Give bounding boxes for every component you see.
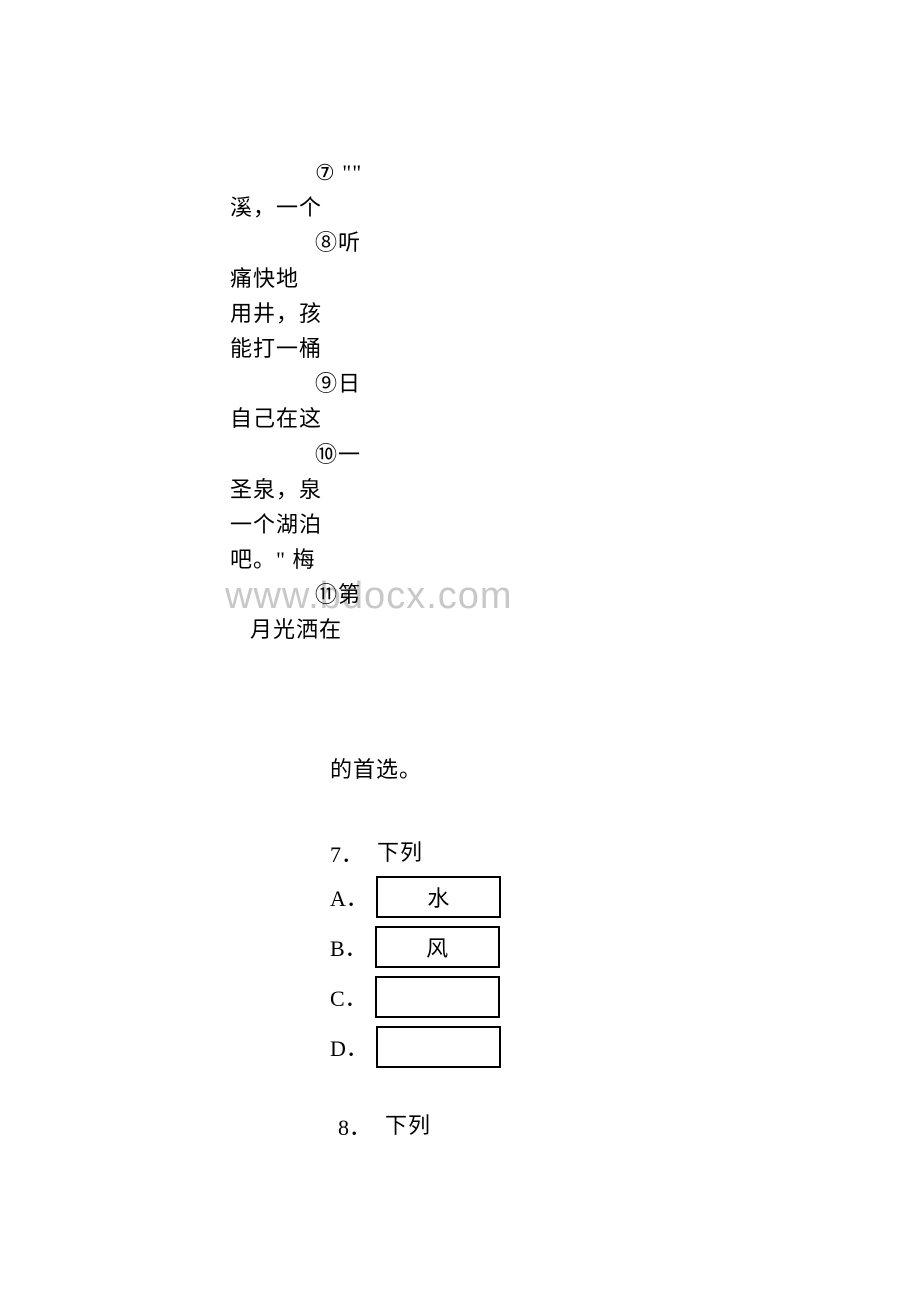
passage-line: 用井，孩 [230, 296, 520, 331]
question-stem: 下列 [377, 835, 423, 870]
option-box [376, 1026, 501, 1068]
passage-line: 月光洒在 [250, 612, 520, 647]
passage-line: ⑦ "" [315, 155, 520, 190]
passage-block: ⑦ "" 溪，一个 ⑧听 痛快地 用井，孩 能打一桶 ⑨日 自己在这 ⑩一 圣泉… [230, 155, 520, 648]
option-text: 水 [427, 881, 449, 913]
option-label: C． [330, 981, 367, 1013]
questions-block: 的首选。 7． 下列 A． 水 B． 风 C． D． [330, 752, 630, 1150]
passage-line: ⑨日 [315, 366, 520, 401]
passage-line: ⑪第 [315, 577, 520, 612]
option-text: 风 [426, 931, 448, 963]
question-number: 7． [330, 837, 365, 869]
option-d: D． [330, 1026, 630, 1068]
passage-line: 自己在这 [230, 401, 520, 436]
passage-line: 能打一桶 [230, 331, 520, 366]
option-box: 水 [376, 876, 501, 918]
passage-line: 溪，一个 [230, 190, 520, 225]
passage-line: ⑩一 [315, 437, 520, 472]
question-number: 8． [338, 1110, 373, 1142]
option-box: 风 [375, 926, 500, 968]
passage-line: 吧。" 梅 [230, 542, 520, 577]
passage-line: 痛快地 [230, 261, 520, 296]
option-label: D． [330, 1031, 368, 1063]
option-box [375, 976, 500, 1018]
option-a: A． 水 [330, 876, 630, 918]
passage-line: 圣泉，泉 [230, 472, 520, 507]
question-7: 7． 下列 A． 水 B． 风 C． D． [330, 835, 630, 1068]
option-label: A． [330, 881, 368, 913]
passage-line: 一个湖泊 [230, 507, 520, 542]
option-label: B． [330, 931, 367, 963]
section-header: 的首选。 [330, 752, 630, 787]
question-stem: 下列 [385, 1108, 431, 1143]
passage-line: ⑧听 [315, 225, 520, 260]
option-c: C． [330, 976, 630, 1018]
option-b: B． 风 [330, 926, 630, 968]
question-8: 8． 下列 [338, 1108, 630, 1143]
